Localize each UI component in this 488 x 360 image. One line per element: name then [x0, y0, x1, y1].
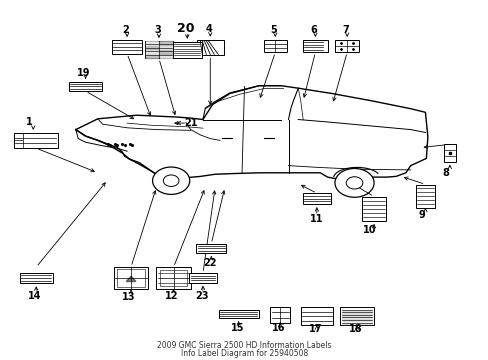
- Bar: [270, 307, 289, 323]
- Text: 23: 23: [195, 291, 208, 301]
- Bar: [69, 82, 102, 91]
- Text: 4: 4: [205, 24, 212, 34]
- Text: 10: 10: [363, 225, 376, 235]
- Text: 14: 14: [27, 291, 41, 301]
- Bar: [189, 273, 216, 283]
- Text: 13: 13: [122, 292, 136, 302]
- Bar: [112, 40, 142, 54]
- Text: 2009 GMC Sierra 2500 HD Information Labels: 2009 GMC Sierra 2500 HD Information Labe…: [157, 341, 331, 350]
- Text: 21: 21: [183, 118, 197, 128]
- Bar: [361, 197, 386, 221]
- Text: 7: 7: [342, 24, 348, 35]
- Text: 12: 12: [165, 291, 179, 301]
- Text: 9: 9: [417, 210, 424, 220]
- Bar: [20, 273, 53, 283]
- Bar: [263, 40, 286, 52]
- Bar: [196, 40, 223, 55]
- Text: 18: 18: [348, 324, 362, 334]
- Text: 15: 15: [230, 323, 244, 333]
- Circle shape: [163, 175, 179, 186]
- Bar: [300, 307, 332, 325]
- Bar: [302, 193, 330, 204]
- Polygon shape: [126, 276, 136, 282]
- Bar: [114, 267, 148, 289]
- Bar: [443, 144, 455, 162]
- Text: 19: 19: [77, 68, 91, 78]
- Text: 16: 16: [271, 323, 285, 333]
- Text: 11: 11: [309, 214, 323, 224]
- Text: 2: 2: [122, 24, 129, 35]
- Text: 17: 17: [308, 324, 322, 334]
- Circle shape: [334, 168, 373, 197]
- Text: 5: 5: [270, 24, 277, 35]
- Text: 8: 8: [442, 168, 448, 178]
- Bar: [144, 41, 173, 58]
- Circle shape: [346, 177, 362, 189]
- Bar: [117, 269, 144, 287]
- Bar: [14, 133, 58, 148]
- Bar: [415, 184, 434, 208]
- Bar: [218, 310, 258, 318]
- Text: 1: 1: [26, 117, 33, 127]
- Bar: [196, 244, 226, 253]
- Bar: [340, 307, 373, 325]
- Bar: [172, 42, 202, 58]
- Text: Info Label Diagram for 25940508: Info Label Diagram for 25940508: [181, 349, 307, 358]
- Bar: [302, 40, 327, 52]
- Bar: [334, 40, 359, 52]
- Bar: [160, 270, 186, 286]
- Text: 22: 22: [203, 258, 217, 268]
- Circle shape: [152, 167, 189, 194]
- Text: 20: 20: [177, 22, 194, 35]
- Text: 6: 6: [310, 24, 317, 35]
- Text: 3: 3: [154, 24, 161, 35]
- Bar: [156, 267, 190, 289]
